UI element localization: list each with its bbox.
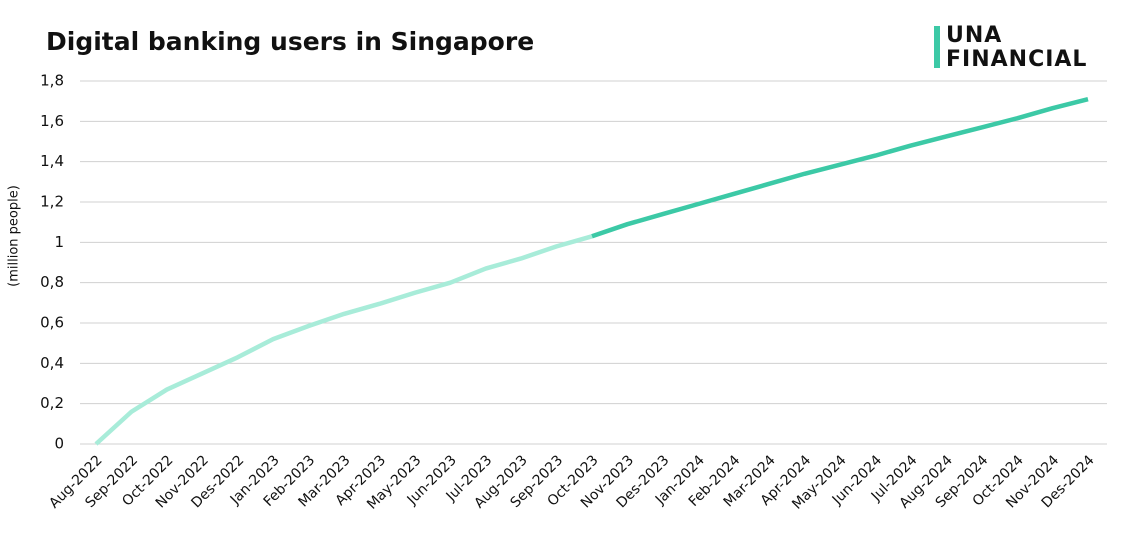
y-tick-label: 0,6 (40, 314, 64, 332)
y-tick-label: 1,8 (40, 72, 64, 90)
line-series (591, 96, 1089, 239)
y-tick-label: 0,4 (40, 354, 64, 372)
logo-text: UNA (946, 23, 1002, 48)
y-tick-label: 0,2 (40, 394, 64, 412)
logo-bar (934, 26, 940, 68)
y-tick-label: 1,4 (40, 152, 64, 170)
chart-title: Digital banking users in Singapore (46, 27, 534, 56)
y-tick-label: 0 (54, 435, 64, 453)
line-series (94, 234, 593, 446)
y-tick-label: 0,8 (40, 273, 64, 291)
logo-text: FINANCIAL (946, 47, 1087, 72)
y-axis-label: (million people) (7, 185, 22, 287)
y-tick-label: 1 (54, 233, 64, 251)
y-tick-label: 1,6 (40, 112, 64, 130)
y-tick-label: 1,2 (40, 193, 64, 211)
